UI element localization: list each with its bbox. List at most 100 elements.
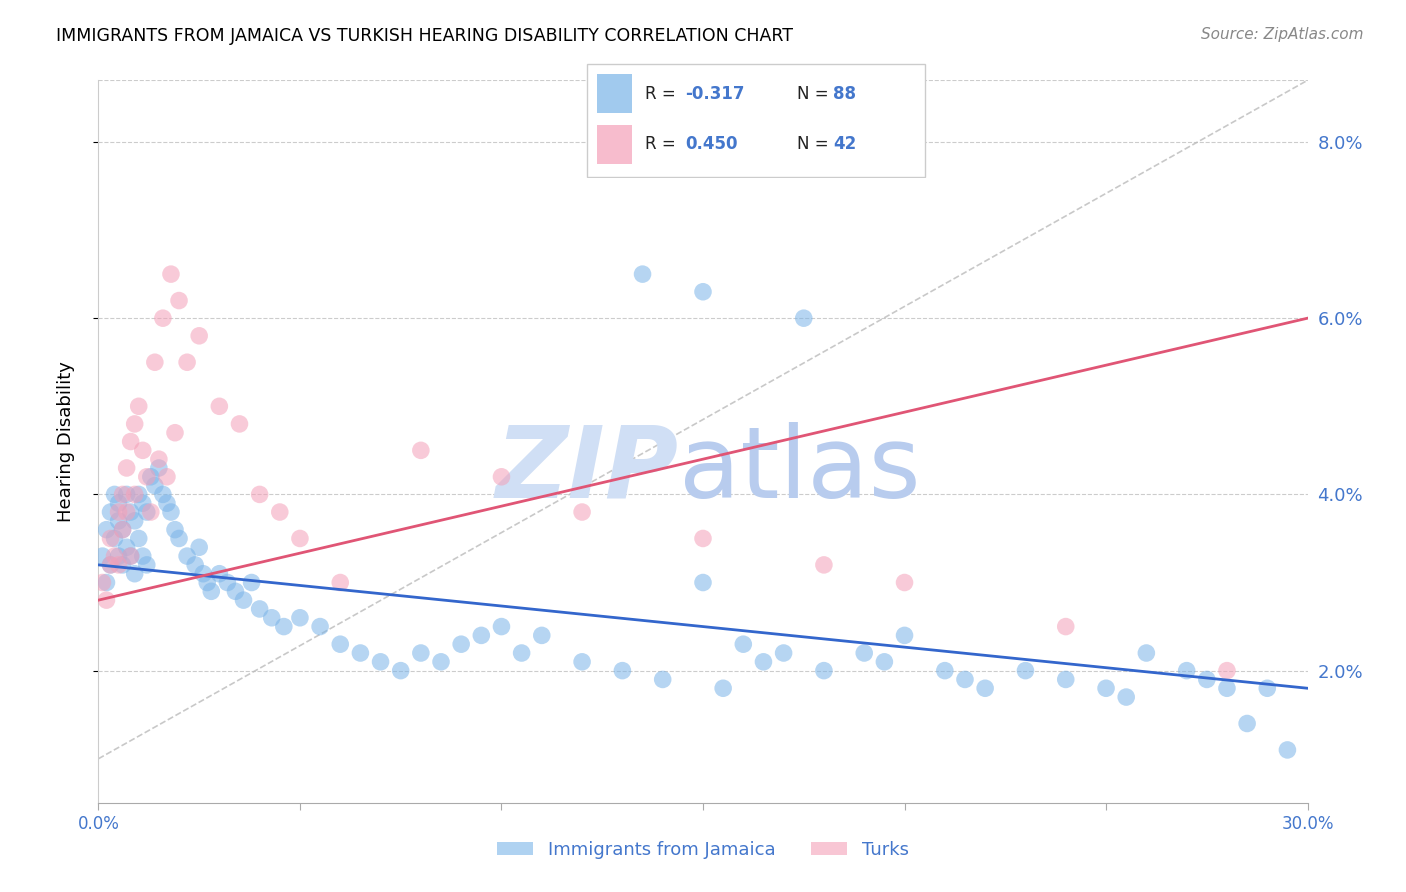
Point xyxy=(176,549,198,563)
Point xyxy=(370,655,392,669)
Point xyxy=(111,558,134,572)
Point xyxy=(128,532,150,546)
Point xyxy=(195,575,218,590)
Text: 42: 42 xyxy=(834,135,856,153)
Point xyxy=(193,566,215,581)
Point xyxy=(167,293,190,308)
Point xyxy=(1216,681,1239,696)
Point xyxy=(1054,673,1077,687)
Point xyxy=(430,655,453,669)
Point xyxy=(107,549,129,563)
Point xyxy=(224,584,246,599)
Legend: Immigrants from Jamaica, Turks: Immigrants from Jamaica, Turks xyxy=(489,834,917,866)
Point xyxy=(188,328,211,343)
Point xyxy=(128,487,150,501)
Point xyxy=(139,470,162,484)
Point xyxy=(953,673,976,687)
Point xyxy=(249,602,271,616)
Y-axis label: Hearing Disability: Hearing Disability xyxy=(56,361,75,522)
Point xyxy=(132,443,155,458)
Bar xyxy=(598,125,631,164)
Point xyxy=(184,558,207,572)
Text: atlas: atlas xyxy=(679,422,921,519)
Point xyxy=(103,549,125,563)
Point xyxy=(143,478,166,492)
Point xyxy=(651,673,673,687)
Point xyxy=(124,514,146,528)
Point xyxy=(873,655,896,669)
Point xyxy=(100,532,122,546)
Point xyxy=(100,505,122,519)
Point xyxy=(160,267,183,281)
Point xyxy=(389,664,412,678)
Point xyxy=(96,575,118,590)
Point xyxy=(409,443,432,458)
Point xyxy=(1175,664,1198,678)
Point xyxy=(1236,716,1258,731)
Point xyxy=(510,646,533,660)
Point xyxy=(491,619,513,633)
Point xyxy=(208,399,231,413)
Point xyxy=(148,452,170,467)
Point xyxy=(100,558,122,572)
Point xyxy=(1014,664,1036,678)
Point xyxy=(167,532,190,546)
Point xyxy=(156,470,179,484)
Point xyxy=(100,558,122,572)
FancyBboxPatch shape xyxy=(586,63,925,178)
Point xyxy=(1054,619,1077,633)
Point xyxy=(273,619,295,633)
Point xyxy=(91,549,114,563)
Point xyxy=(288,611,311,625)
Point xyxy=(120,549,142,563)
Point xyxy=(132,496,155,510)
Point xyxy=(1095,681,1118,696)
Point xyxy=(148,461,170,475)
Point xyxy=(240,575,263,590)
Point xyxy=(128,399,150,413)
Point xyxy=(96,593,118,607)
Point xyxy=(115,487,138,501)
Point xyxy=(135,558,157,572)
Point xyxy=(111,487,134,501)
Point xyxy=(692,532,714,546)
Point xyxy=(115,461,138,475)
Point xyxy=(450,637,472,651)
Point xyxy=(152,487,174,501)
Point xyxy=(813,664,835,678)
Point xyxy=(772,646,794,660)
Point xyxy=(115,541,138,555)
Point xyxy=(111,523,134,537)
Text: 0.450: 0.450 xyxy=(685,135,738,153)
Point xyxy=(163,523,186,537)
Point xyxy=(491,470,513,484)
Point xyxy=(571,655,593,669)
Point xyxy=(91,575,114,590)
Point xyxy=(269,505,291,519)
Point xyxy=(1256,681,1278,696)
Point xyxy=(711,681,734,696)
Point xyxy=(96,523,118,537)
Point xyxy=(228,417,250,431)
Point xyxy=(103,532,125,546)
Point xyxy=(631,267,654,281)
Point xyxy=(232,593,254,607)
Point xyxy=(188,541,211,555)
Point xyxy=(120,505,142,519)
Point xyxy=(139,505,162,519)
Point xyxy=(1216,664,1239,678)
Point xyxy=(893,628,915,642)
Text: N =: N = xyxy=(797,135,834,153)
Point xyxy=(249,487,271,501)
Point xyxy=(530,628,553,642)
Point xyxy=(217,575,239,590)
Point xyxy=(1115,690,1137,704)
Point xyxy=(115,505,138,519)
Point xyxy=(692,575,714,590)
Point xyxy=(160,505,183,519)
Point xyxy=(309,619,332,633)
Point xyxy=(163,425,186,440)
Point xyxy=(176,355,198,369)
Text: Source: ZipAtlas.com: Source: ZipAtlas.com xyxy=(1201,27,1364,42)
Text: 88: 88 xyxy=(834,85,856,103)
